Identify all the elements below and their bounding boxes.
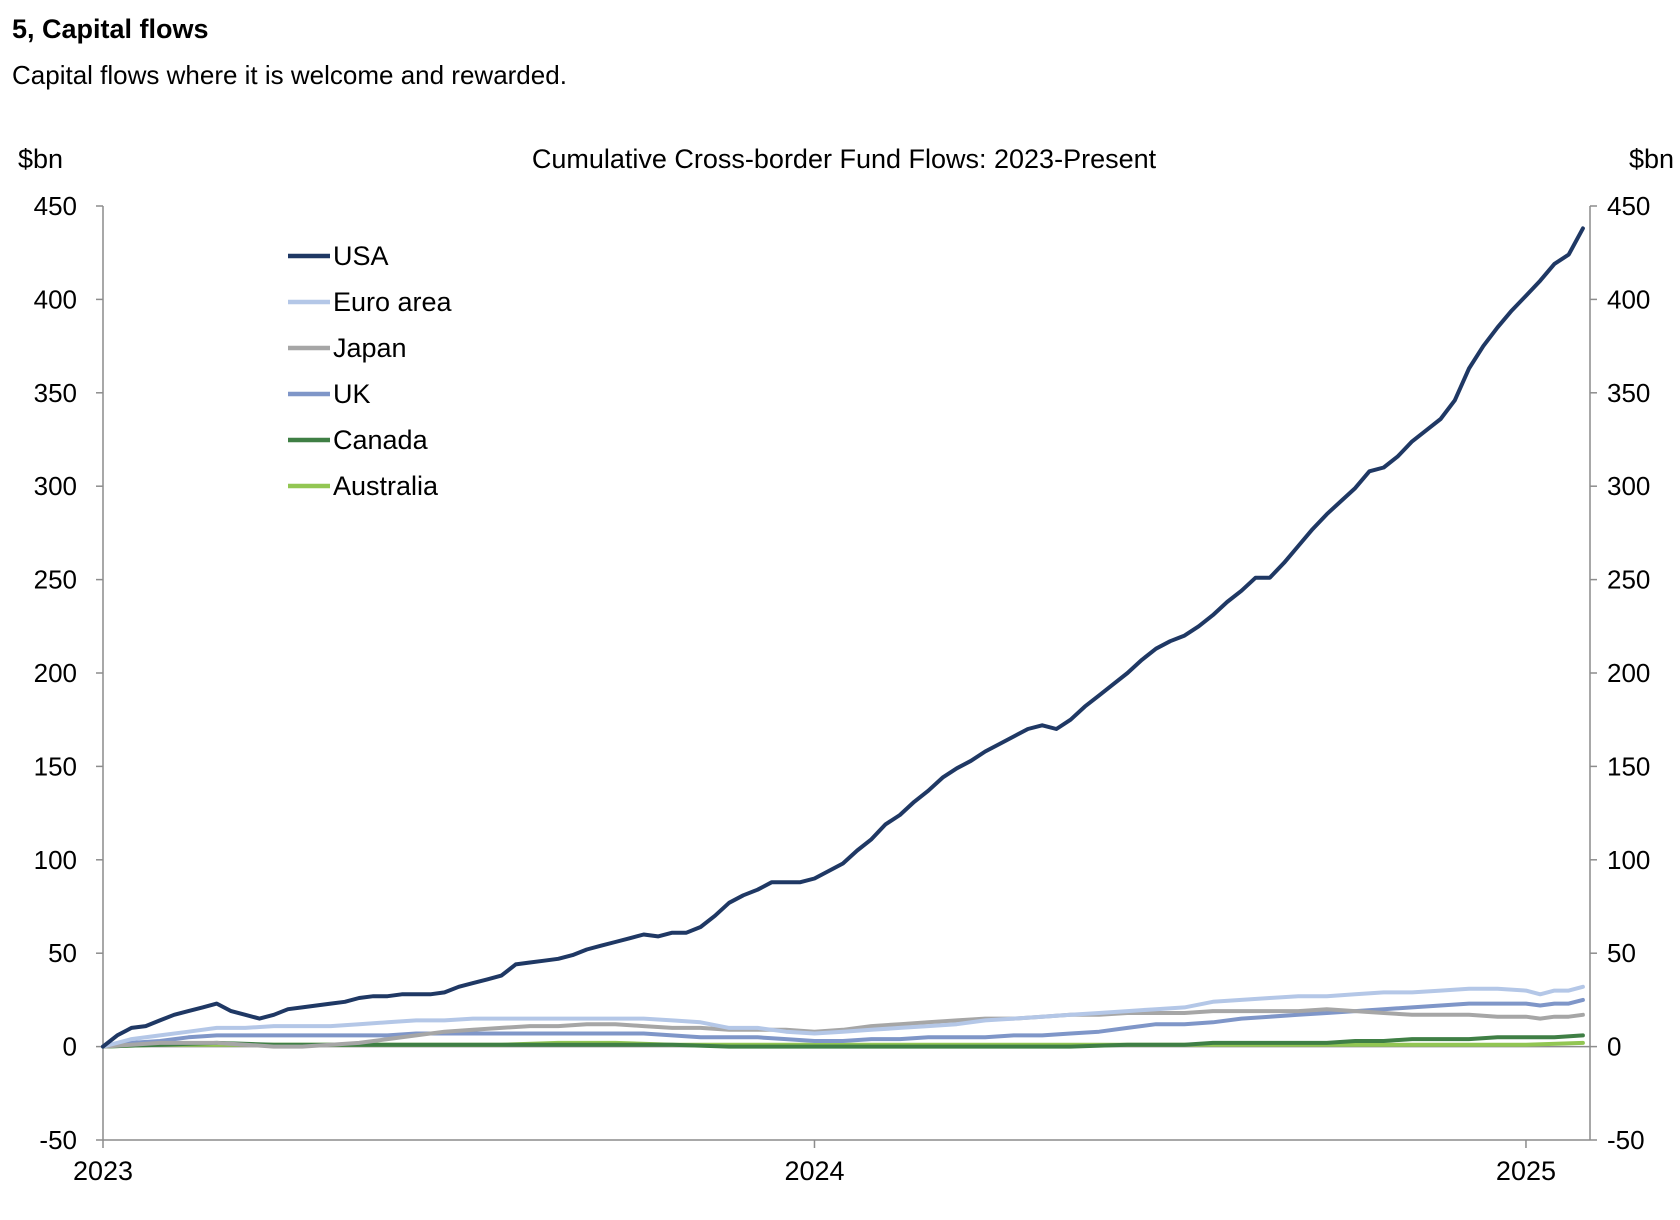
left-y-tick-label: 150 [34,751,77,781]
series-line-euro-area [101,984,1585,1049]
legend-label-euro-area: Euro area [333,287,453,317]
left-y-tick-label: 250 [34,565,77,595]
series-line-usa [101,226,1585,1049]
left-y-tick-label: 300 [34,471,77,501]
legend-label-canada: Canada [333,425,429,455]
x-tick-label: 2023 [73,1156,133,1186]
right-y-tick-label: -50 [1607,1125,1645,1155]
right-axis-unit-label: $bn [1629,144,1674,174]
left-y-tick-label: 100 [34,845,77,875]
left-y-tick-label: -50 [39,1125,77,1155]
page-heading: 5, Capital flows [12,14,209,44]
legend-label-australia: Australia [333,471,439,501]
left-y-tick-label: 350 [34,378,77,408]
left-y-tick-label: 400 [34,284,77,314]
legend-label-japan: Japan [333,333,407,363]
right-y-tick-label: 250 [1607,565,1650,595]
left-axis-unit-label: $bn [18,144,63,174]
right-y-tick-label: 0 [1607,1032,1621,1062]
series-line-canada [101,1033,1585,1049]
x-tick-label: 2025 [1496,1156,1556,1186]
left-y-tick-label: 450 [34,191,77,221]
left-y-tick-label: 0 [63,1032,77,1062]
legend-label-uk: UK [333,379,371,409]
right-y-tick-label: 200 [1607,658,1650,688]
right-y-tick-label: 100 [1607,845,1650,875]
chart-title: Cumulative Cross-border Fund Flows: 2023… [532,144,1157,174]
right-y-tick-label: 450 [1607,191,1650,221]
right-y-tick-label: 400 [1607,284,1650,314]
series-lines [101,226,1585,1049]
left-y-tick-label: 200 [34,658,77,688]
right-y-tick-label: 350 [1607,378,1650,408]
right-y-tick-label: 150 [1607,751,1650,781]
right-y-tick-label: 300 [1607,471,1650,501]
right-y-tick-label: 50 [1607,938,1636,968]
legend: USA Euro area Japan UK Canada Australia [288,241,453,501]
legend-label-usa: USA [333,241,389,271]
left-y-tick-label: 50 [48,938,77,968]
axes: -50 -50 0 0 50 50 100 100 150 150 200 200 250 250 300 3… [34,191,1651,1186]
series-line-uk [101,997,1585,1049]
page-subheading: Capital flows where it is welcome and re… [12,60,567,90]
x-tick-label: 2024 [784,1156,844,1186]
series-line-japan [101,1007,1585,1049]
